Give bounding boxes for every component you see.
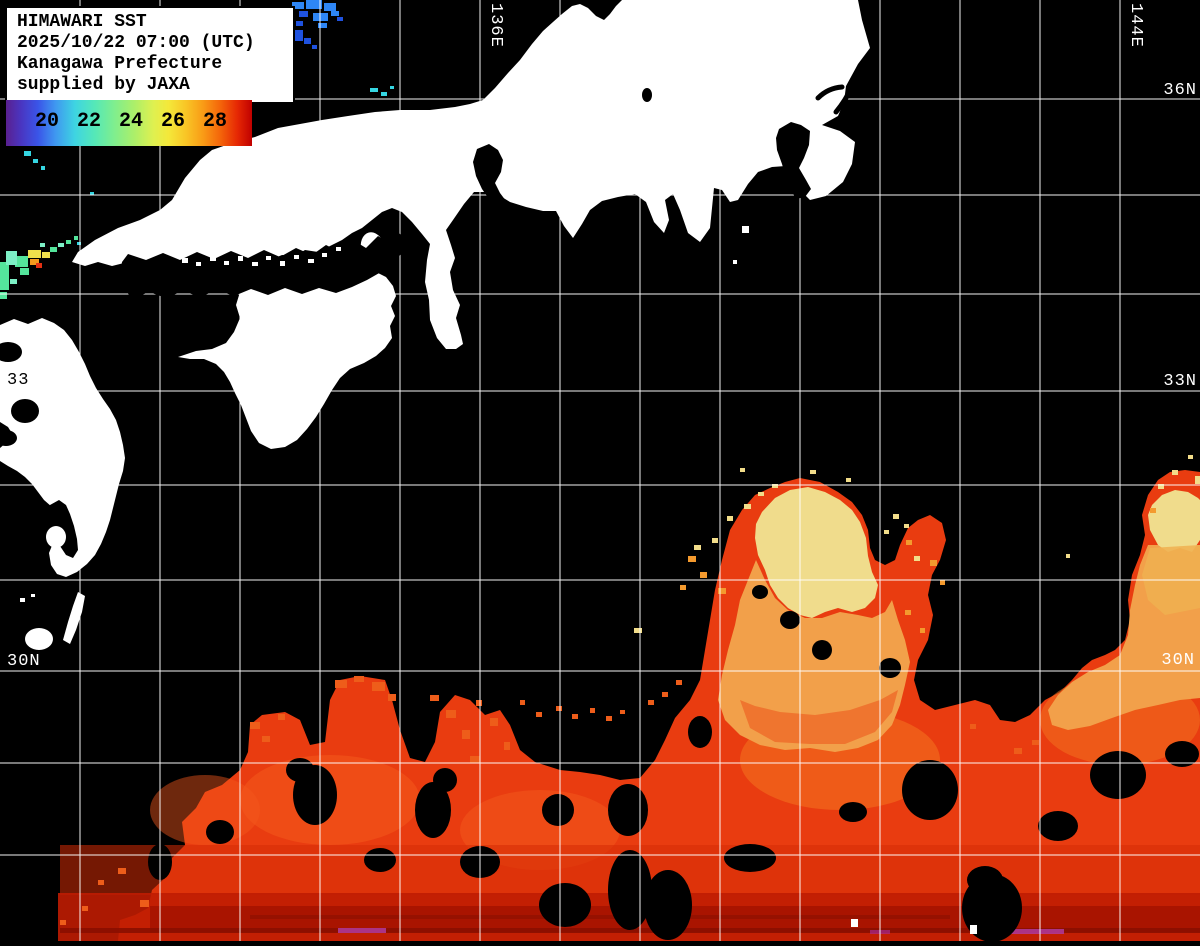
seto-inland-sea	[120, 233, 407, 299]
lat-label-30n-right: 30N	[1161, 651, 1195, 670]
map-timestamp: 2025/10/22 07:00 (UTC)	[17, 33, 255, 53]
cold-water-speckles	[0, 0, 394, 299]
shikoku-island	[178, 271, 396, 449]
info-panel: HIMAWARI SST 2025/10/22 07:00 (UTC) Kana…	[5, 6, 295, 104]
tanegashima-island	[63, 592, 85, 644]
lat-label-36n-right: 36N	[1163, 81, 1197, 100]
ise-bay	[473, 144, 506, 206]
temperature-colorbar: 20 22 24 26 28	[6, 100, 252, 146]
map-region: Kanagawa Prefecture	[17, 54, 223, 74]
colorbar-tick-28: 28	[202, 110, 227, 133]
landmass-japan	[0, 0, 977, 934]
lon-label-136e: 136E	[486, 3, 505, 48]
colorbar-tick-26: 26	[160, 110, 185, 133]
warm-water-field	[58, 455, 1200, 942]
lake-biwa	[642, 88, 652, 102]
lat-label-33-left: 33	[7, 371, 30, 390]
bottom-strip	[0, 941, 1200, 946]
lat-label-30n-left: 30N	[7, 652, 41, 671]
honshu-island	[72, 0, 870, 349]
sakurajima	[46, 526, 66, 548]
lat-label-33n-right: 33N	[1163, 372, 1197, 391]
yakushima-island	[25, 628, 53, 650]
kasumigaura-lakes	[815, 84, 854, 115]
map-title: HIMAWARI SST	[17, 12, 147, 32]
map-credit: supplied by JAXA	[17, 75, 190, 95]
small-islands	[20, 226, 977, 934]
tokyo-bay	[776, 122, 811, 199]
colorbar-tick-24: 24	[118, 110, 143, 133]
kyushu-island	[0, 318, 125, 577]
cloud-mask-holes	[148, 585, 1199, 942]
inland-sea-islands	[182, 247, 341, 266]
colorbar-tick-20: 20	[34, 110, 59, 133]
lon-label-144e: 144E	[1126, 3, 1145, 48]
colorbar-tick-22: 22	[76, 110, 101, 133]
